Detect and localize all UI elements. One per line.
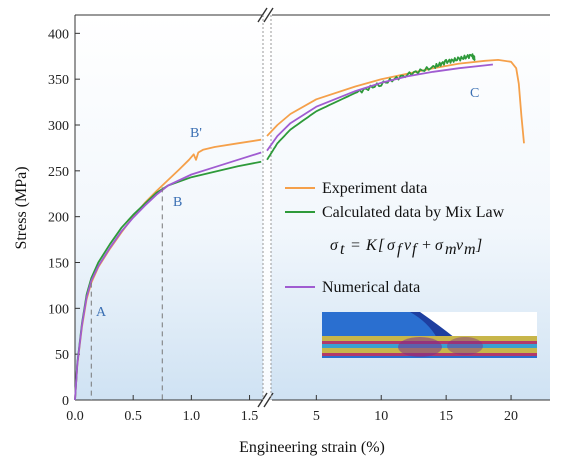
svg-text:]: ]: [475, 237, 482, 254]
y-tick-label-100: 100: [48, 302, 69, 317]
x-tick-label-left-1.5: 1.5: [241, 409, 259, 424]
x-tick-label-right-10: 10: [374, 409, 388, 424]
legend-label-experiment: Experiment data: [322, 180, 427, 197]
mix-law-formula: σ t = K [ σ f v f + σ m v m ]: [330, 237, 482, 258]
svg-text:v: v: [404, 237, 412, 254]
y-tick-label-50: 50: [55, 348, 69, 363]
x-tick-label-left-0.5: 0.5: [124, 409, 142, 424]
x-tick-label-right-20: 20: [504, 409, 518, 424]
svg-text:σ: σ: [435, 237, 444, 254]
legend: Experiment data Calculated data by Mix L…: [285, 180, 505, 296]
svg-text:m: m: [464, 241, 476, 258]
legend-label-mix-law: Calculated data by Mix Law: [322, 204, 505, 221]
y-tick-label-350: 350: [48, 73, 69, 88]
series-line-experiment-right: [266, 59, 525, 144]
svg-text:f: f: [412, 241, 419, 258]
svg-text:σ: σ: [330, 237, 339, 254]
x-tick-label-right-5: 5: [313, 409, 320, 424]
svg-text:t: t: [340, 241, 345, 258]
y-tick-label-300: 300: [48, 119, 69, 134]
svg-text:+: +: [421, 237, 432, 254]
y-axis-title: Stress (MPa): [13, 166, 30, 249]
point-label-c: C: [470, 86, 479, 101]
x-tick-label-left-1.0: 1.0: [183, 409, 201, 424]
svg-text:[: [: [378, 237, 385, 254]
axis-break-gap: [263, 15, 271, 400]
series-line-numerical-right: [266, 63, 494, 152]
y-tick-label-200: 200: [48, 211, 69, 226]
y-tick-label-250: 250: [48, 165, 69, 180]
legend-label-numerical: Numerical data: [322, 279, 420, 296]
svg-text:f: f: [397, 241, 404, 258]
svg-text:=: =: [350, 237, 361, 254]
series-line-numerical-left: [74, 151, 262, 401]
x-tick-label-left-0.0: 0.0: [66, 409, 84, 424]
point-label-b: B: [173, 195, 182, 210]
y-tick-label-0: 0: [62, 394, 69, 409]
y-tick-label-150: 150: [48, 257, 69, 272]
svg-text:m: m: [445, 241, 457, 258]
svg-text:v: v: [456, 237, 464, 254]
point-label-b-prime: B': [190, 126, 202, 141]
y-tick-label-400: 400: [48, 27, 69, 42]
fem-contour-inset: [322, 312, 537, 358]
x-tick-label-right-15: 15: [439, 409, 453, 424]
axis-break-mark-top-1: [263, 7, 274, 23]
x-axis-title: Engineering strain (%): [239, 439, 385, 456]
svg-text:K: K: [365, 237, 378, 254]
svg-text:σ: σ: [387, 237, 396, 254]
point-label-a: A: [96, 305, 107, 320]
